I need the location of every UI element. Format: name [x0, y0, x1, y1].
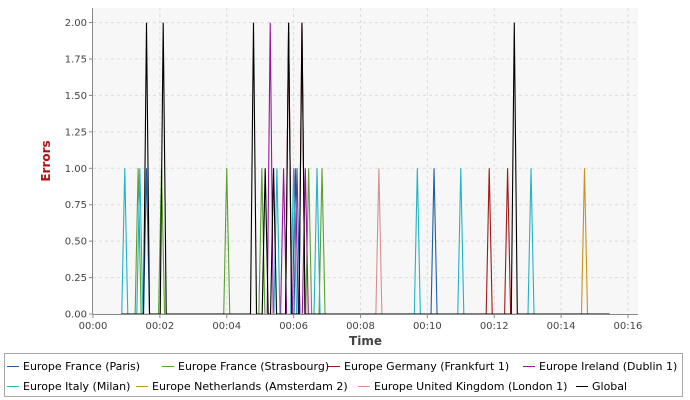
- legend-item: Europe Germany (Frankfurt 1): [328, 356, 509, 376]
- legend-item: Europe France (Paris): [7, 356, 140, 376]
- x-axis-ticks: 00:00 00:02 00:04 00:06 00:08 00:10 00:12 00:14…: [79, 314, 643, 332]
- x-tick-label: 00:04: [212, 321, 241, 332]
- legend-label: Europe France (Strasbourg): [178, 359, 330, 373]
- legend-label: Europe France (Paris): [23, 359, 141, 373]
- grid: [93, 8, 638, 314]
- legend-swatch: [136, 385, 148, 387]
- legend-item: Global: [576, 376, 627, 396]
- y-axis-ticks: 0.00 0.25 0.50 0.75 1.00 1.25 1.50 1.75 2.00: [65, 18, 93, 321]
- y-tick-label: 1.00: [65, 164, 87, 175]
- line-chart: 00:00 00:02 00:04 00:06 00:08 00:10 00:12 00:14…: [39, 8, 643, 348]
- legend-row: Europe Italy (Milan) Europe Netherlands (…: [5, 376, 680, 396]
- y-tick-label: 2.00: [65, 18, 87, 29]
- legend-label: Europe United Kingdom (London 1): [374, 379, 568, 393]
- y-tick-label: 0.25: [65, 273, 87, 284]
- legend-label: Europe Italy (Milan): [23, 379, 131, 393]
- legend-item: Europe Italy (Milan): [7, 376, 130, 396]
- y-tick-label: 1.50: [65, 91, 87, 102]
- legend-label: Europe Germany (Frankfurt 1): [344, 359, 510, 373]
- legend-swatch: [576, 385, 588, 387]
- x-tick-label: 00:14: [547, 321, 576, 332]
- y-axis-label: Errors: [39, 140, 53, 181]
- legend-item: Europe France (Strasbourg): [162, 356, 329, 376]
- legend-swatch: [328, 365, 340, 367]
- x-tick-label: 00:00: [79, 321, 108, 332]
- legend-swatch: [162, 365, 174, 367]
- x-axis-label: Time: [349, 334, 382, 348]
- legend-row: Europe France (Paris) Europe France (Stra…: [5, 356, 680, 376]
- plot-area: [93, 8, 638, 314]
- legend-item: Europe Ireland (Dublin 1): [523, 356, 677, 376]
- y-tick-label: 0.00: [65, 310, 87, 321]
- y-tick-label: 0.50: [65, 237, 87, 248]
- legend-swatch: [358, 385, 370, 387]
- legend-swatch: [7, 385, 19, 387]
- series-line-europe-france-paris: [121, 168, 610, 315]
- x-tick-label: 00:06: [279, 321, 308, 332]
- legend-swatch: [7, 365, 19, 367]
- y-tick-label: 1.25: [65, 127, 87, 138]
- legend-item: Europe Netherlands (Amsterdam 2): [136, 376, 348, 396]
- legend-label: Europe Ireland (Dublin 1): [539, 359, 678, 373]
- x-tick-label: 00:16: [614, 321, 643, 332]
- legend-item: Europe United Kingdom (London 1): [358, 376, 567, 396]
- legend-label: Global: [592, 379, 628, 393]
- x-tick-label: 00:08: [346, 321, 375, 332]
- y-tick-label: 0.75: [65, 200, 87, 211]
- x-tick-label: 00:12: [480, 321, 509, 332]
- legend-label: Europe Netherlands (Amsterdam 2): [152, 379, 348, 393]
- x-tick-label: 00:10: [413, 321, 442, 332]
- legend-swatch: [523, 365, 535, 367]
- legend: Europe France (Paris) Europe France (Stra…: [4, 353, 683, 397]
- y-tick-label: 1.75: [65, 55, 87, 66]
- x-tick-label: 00:02: [145, 321, 174, 332]
